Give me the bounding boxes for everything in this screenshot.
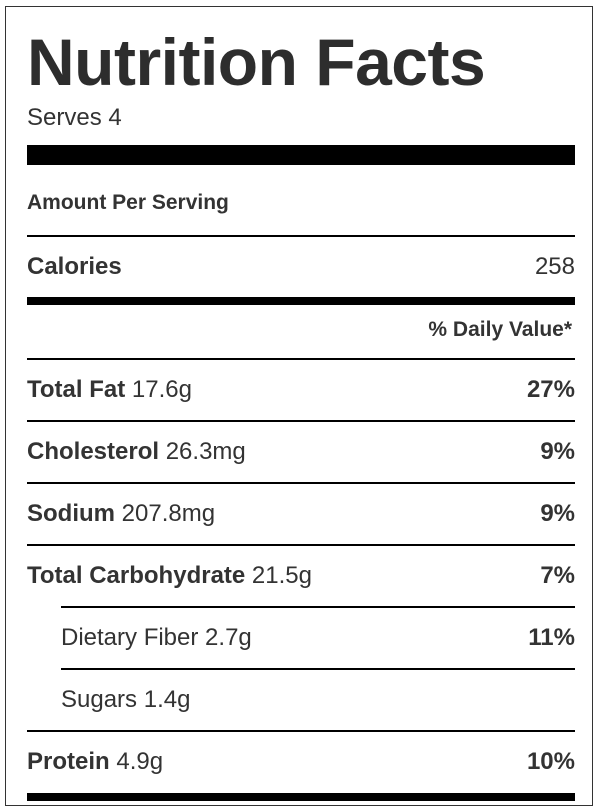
nutrient-name: Sugars — [61, 686, 138, 713]
divider — [61, 606, 575, 608]
nutrient-percent: 10% — [526, 748, 575, 775]
nutrient-name: Total Fat — [27, 376, 126, 403]
medium-divider — [27, 297, 575, 305]
calories-label: Calories — [27, 253, 122, 280]
daily-value-header: % Daily Value* — [428, 318, 572, 341]
bottom-divider — [27, 793, 575, 801]
nutrient-name: Total Carbohydrate — [27, 562, 246, 589]
nutrient-amount: 1.4g — [143, 686, 191, 713]
amount-per-serving-label: Amount Per Serving — [27, 191, 229, 214]
divider — [61, 668, 575, 670]
divider — [27, 730, 575, 732]
divider — [27, 420, 575, 422]
nutrient-name: Protein — [27, 748, 110, 775]
nutrient-row-total-fat: Total Fat 17.6g 27% — [27, 373, 575, 407]
calories-value: 258 — [534, 253, 575, 280]
nutrient-row-sugars: Sugars 1.4g — [61, 683, 575, 717]
nutrient-name: Cholesterol — [27, 438, 160, 465]
nutrient-name: Sodium — [27, 500, 115, 527]
nutrient-percent: 9% — [540, 438, 575, 465]
calories-row: Calories 258 — [27, 250, 575, 284]
nutrient-row-total-carbohydrate: Total Carbohydrate 21.5g 7% — [27, 559, 575, 593]
nutrient-percent: 27% — [526, 376, 575, 403]
nutrient-amount: 4.9g — [116, 748, 164, 775]
divider — [27, 544, 575, 546]
nutrition-facts-title: Nutrition Facts — [27, 25, 486, 99]
nutrient-name: Dietary Fiber — [61, 624, 199, 651]
nutrient-amount: 26.3mg — [165, 438, 246, 465]
nutrient-row-sodium: Sodium 207.8mg 9% — [27, 497, 575, 531]
divider — [27, 235, 575, 237]
divider — [27, 358, 575, 360]
divider — [27, 482, 575, 484]
nutrient-row-cholesterol: Cholesterol 26.3mg 9% — [27, 435, 575, 469]
nutrient-amount: 207.8mg — [121, 500, 216, 527]
nutrient-row-dietary-fiber: Dietary Fiber 2.7g 11% — [61, 621, 575, 655]
nutrient-amount: 21.5g — [251, 562, 312, 589]
serves-text: Serves 4 — [27, 104, 122, 131]
nutrient-percent: 7% — [540, 562, 575, 589]
nutrient-amount: 2.7g — [205, 624, 252, 651]
thick-divider — [27, 145, 575, 165]
nutrition-facts-panel: Nutrition Facts Serves 4 Amount Per Serv… — [5, 6, 593, 806]
nutrient-amount: 17.6g — [131, 376, 192, 403]
nutrient-row-protein: Protein 4.9g 10% — [27, 745, 575, 779]
nutrient-percent: 11% — [528, 624, 575, 651]
nutrient-percent: 9% — [540, 500, 575, 527]
